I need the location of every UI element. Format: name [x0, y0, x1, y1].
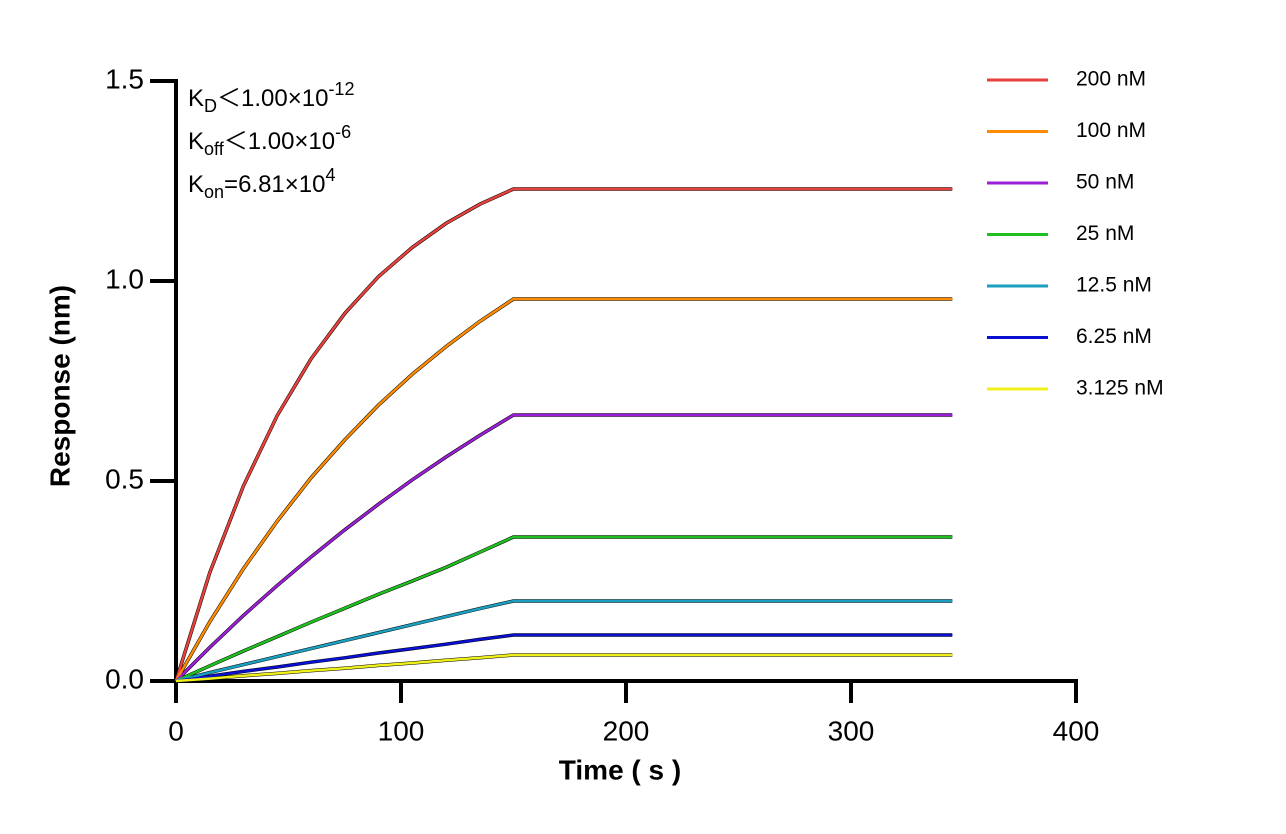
fit-line	[175, 633, 953, 683]
annotation-value: ＜1.00×10	[224, 128, 335, 155]
legend-label: 12.5 nM	[1076, 274, 1152, 297]
annotation-symbol: K	[188, 171, 204, 198]
x-tick-label: 400	[1053, 715, 1100, 746]
y-tick-label: 1.0	[105, 263, 144, 294]
annotation-subscript: on	[204, 182, 224, 202]
annotation-value: ＜1.00×10	[217, 85, 328, 112]
annotation-symbol: K	[188, 85, 204, 112]
fit-line	[174, 413, 953, 683]
x-tick-label: 200	[603, 715, 650, 746]
x-tick-label: 300	[828, 715, 875, 746]
legend-label: 3.125 nM	[1076, 377, 1164, 400]
data-line	[174, 187, 953, 682]
annotation-subscript: off	[204, 139, 225, 159]
legend-label: 25 nM	[1076, 222, 1134, 245]
annotation-superscript: -12	[328, 79, 354, 99]
data-line	[175, 633, 953, 683]
y-axis-title: Response (nm)	[44, 285, 75, 487]
fit-line	[175, 599, 953, 683]
annotation-superscript: -6	[335, 122, 351, 142]
data-line	[175, 599, 953, 683]
x-tick-label: 100	[378, 715, 425, 746]
annotation-subscript: D	[204, 96, 217, 116]
y-tick-label: 0.0	[105, 663, 144, 694]
annotation-symbol: K	[188, 128, 204, 155]
data-line	[174, 297, 953, 682]
legend-label: 6.25 nM	[1076, 325, 1152, 348]
annotation: Koff＜1.00×10-6	[188, 122, 351, 159]
legend-label: 100 nM	[1076, 119, 1146, 142]
fit-line	[174, 297, 953, 682]
fit-line	[174, 187, 953, 682]
data-line	[175, 535, 953, 683]
fit-line	[175, 535, 953, 683]
y-tick-label: 1.5	[105, 63, 144, 94]
y-tick-label: 0.5	[105, 463, 144, 494]
x-tick-label: 0	[168, 715, 184, 746]
legend-label: 200 nM	[1076, 68, 1146, 91]
x-axis-title: Time ( s )	[559, 754, 681, 785]
annotation-value: =6.81×10	[224, 171, 325, 198]
fit-line	[175, 653, 953, 683]
annotation: KD＜1.00×10-12	[188, 79, 354, 116]
annotation: Kon=6.81×104	[188, 165, 336, 202]
legend-label: 50 nM	[1076, 171, 1134, 194]
data-line	[175, 653, 953, 683]
annotation-superscript: 4	[325, 165, 335, 185]
data-line	[175, 413, 953, 682]
